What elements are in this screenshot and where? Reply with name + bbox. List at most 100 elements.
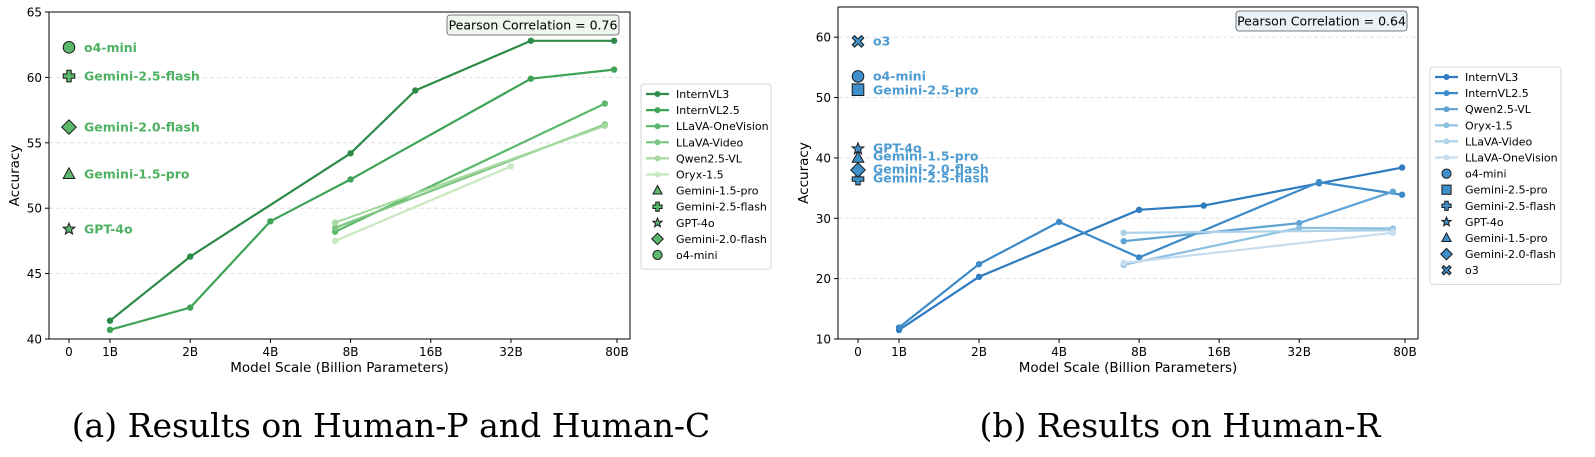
legend-dot-internvl3 <box>1443 74 1450 80</box>
annotation-gpt-4o: GPT-4o <box>873 141 922 156</box>
legend: InternVL3 InternVL2.5 LLaVA-OneVision LLaVA… <box>640 83 772 270</box>
series-line-llava-video <box>1123 229 1393 234</box>
data-point-oryx-1-5 <box>1295 224 1303 232</box>
y-tick-label: 45 <box>27 267 42 281</box>
legend-marker-gemini-2-0-flash <box>651 232 664 246</box>
legend-dot-llava-onevision <box>1443 154 1450 161</box>
series-line-qwen2-5-vl <box>334 124 606 224</box>
legend-marker-gpt-4o <box>651 216 664 228</box>
annotation-gemini-1-5-pro: Gemini-1.5-pro <box>873 149 979 164</box>
legend-label-qwen2-5-vl: Qwen2.5-VL <box>676 152 743 165</box>
legend-label-qwen2-5-vl: Qwen2.5-VL <box>1465 103 1532 116</box>
legend-label-gemini-1-5-pro: Gemini-1.5-pro <box>1465 232 1548 245</box>
legend-label-oryx-1-5: Oryx-1.5 <box>676 169 724 182</box>
legend-label-llava-video: LLaVA-Video <box>1465 135 1533 148</box>
legend-label-gemini-2-5-pro: Gemini-2.5-pro <box>1465 184 1548 197</box>
data-point-internvl2-5 <box>1315 178 1323 186</box>
legend-label-internvl2-5: InternVL2.5 <box>1465 87 1529 100</box>
legend-dot-internvl2-5 <box>1443 90 1450 97</box>
y-tick-label: 60 <box>27 71 42 85</box>
data-point-internvl3 <box>1200 202 1207 209</box>
legend-marker-gemini-1-5-pro <box>652 184 663 195</box>
closed-model-marker-o4-mini <box>62 41 76 54</box>
x-axis-label: Model Scale (Billion Parameters) <box>230 360 449 376</box>
y-tick-label: 20 <box>816 272 831 286</box>
data-point-internvl3 <box>412 87 419 94</box>
series-line-qwen2-5-vl <box>1123 190 1394 243</box>
x-tick-label: 80B <box>1393 345 1417 359</box>
x-tick-label: 8B <box>1131 345 1147 359</box>
closed-model-marker-gemini-2-0-flash <box>61 119 77 136</box>
legend-marker-o4-mini <box>1441 168 1452 179</box>
legend: InternVL3 InternVL2.5 Qwen2.5-VL Oryx-1.5 LL… <box>1429 66 1562 285</box>
data-point-internvl3 <box>106 317 114 324</box>
legend-dot-oryx-1-5 <box>1443 122 1450 129</box>
x-tick-label: 4B <box>262 345 278 359</box>
data-point-internvl2-5 <box>106 326 114 334</box>
legend-dot-llava-video <box>654 139 661 146</box>
panel-caption: (b) Results on Human-R <box>979 406 1381 445</box>
x-tick-label: 2B <box>182 345 198 359</box>
x-tick-label: 2B <box>971 345 987 359</box>
y-tick-label: 50 <box>816 91 831 105</box>
y-tick-label: 55 <box>27 136 42 150</box>
y-tick-label: 40 <box>27 333 42 347</box>
closed-model-marker-gpt-4o <box>61 221 77 236</box>
data-point-internvl3 <box>610 37 618 44</box>
legend-box <box>1429 66 1562 285</box>
data-point-internvl2-5 <box>186 304 194 311</box>
series-line-oryx-1-5 <box>334 165 512 242</box>
data-point-llava-onevision <box>1120 259 1127 267</box>
correlation-box <box>1235 10 1408 32</box>
legend-marker-o3 <box>1441 264 1452 276</box>
closed-model-marker-gemini-2-0-flash <box>850 162 866 178</box>
y-tick-label: 10 <box>816 333 831 347</box>
legend-label-gemini-2-5-flash: Gemini-2.5-flash <box>676 201 767 214</box>
annotation-o4-mini: o4-mini <box>84 40 137 55</box>
y-tick-label: 50 <box>27 202 42 216</box>
x-tick-label: 4B <box>1051 345 1067 359</box>
legend-label-gpt-4o: GPT-4o <box>1465 216 1504 229</box>
legend-label-internvl3: InternVL3 <box>1465 71 1518 84</box>
y-tick-label: 60 <box>816 31 831 45</box>
annotation-o3: o3 <box>873 34 890 49</box>
legend-dot-oryx-1-5 <box>654 171 661 178</box>
data-point-qwen2-5-vl <box>1389 188 1397 195</box>
series-line-internvl2-5 <box>898 181 1403 329</box>
annotation-gemini-2-0-flash: Gemini-2.0-flash <box>873 162 989 177</box>
closed-model-marker-gemini-2-5-flash <box>62 69 76 83</box>
data-point-internvl2-5 <box>975 260 983 268</box>
data-point-internvl2-5 <box>1398 191 1406 198</box>
annotation-gemini-1-5-pro: Gemini-1.5-pro <box>84 167 190 182</box>
annotation-gpt-4o: GPT-4o <box>84 222 133 237</box>
data-point-internvl2-5 <box>895 324 903 331</box>
annotation-gemini-2-5-flash: Gemini-2.5-flash <box>84 69 200 84</box>
data-point-internvl2-5 <box>1055 218 1063 226</box>
y-tick-label: 65 <box>27 6 42 20</box>
y-axis-label: Accuracy <box>7 145 23 207</box>
data-point-qwen2-5-vl <box>1120 238 1127 245</box>
legend-marker-o4-mini <box>652 249 663 261</box>
data-point-llava-onevision <box>601 100 609 107</box>
data-point-qwen2-5-vl <box>1295 219 1303 227</box>
data-point-internvl2-5 <box>267 218 274 225</box>
data-point-oryx-1-5 <box>331 237 339 245</box>
x-tick-label: 32B <box>1287 345 1311 359</box>
x-axis-label: Model Scale (Billion Parameters) <box>1019 360 1238 376</box>
data-point-qwen2-5-vl <box>601 122 609 129</box>
legend-label-o4-mini: o4-mini <box>1465 168 1507 181</box>
correlation-label: Pearson Correlation = 0.76 <box>449 18 618 33</box>
panel-caption: (a) Results on Human-P and Human-C <box>72 406 711 445</box>
legend-dot-llava-video <box>1443 138 1450 145</box>
annotation-gemini-2-0-flash: Gemini-2.0-flash <box>84 120 200 135</box>
data-point-internvl3 <box>186 253 194 260</box>
y-tick-label: 40 <box>816 151 831 165</box>
x-tick-label: 1B <box>102 345 118 359</box>
legend-label-gemini-1-5-pro: Gemini-1.5-pro <box>676 185 759 198</box>
x-tick-label: 8B <box>343 345 359 359</box>
legend-label-llava-onevision: LLaVA-OneVision <box>1465 152 1558 165</box>
data-point-internvl2-5 <box>1135 254 1143 261</box>
data-point-qwen2-5-vl <box>331 219 339 226</box>
x-tick-label: 1B <box>891 345 907 359</box>
